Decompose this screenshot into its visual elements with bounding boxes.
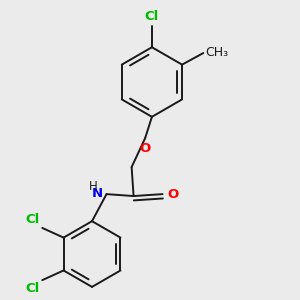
Text: Cl: Cl xyxy=(25,213,39,226)
Text: Cl: Cl xyxy=(25,282,39,295)
Text: Cl: Cl xyxy=(145,10,159,23)
Text: O: O xyxy=(140,142,151,155)
Text: H: H xyxy=(88,180,98,193)
Text: O: O xyxy=(167,188,178,201)
Text: CH₃: CH₃ xyxy=(205,46,228,59)
Text: N: N xyxy=(92,187,103,200)
